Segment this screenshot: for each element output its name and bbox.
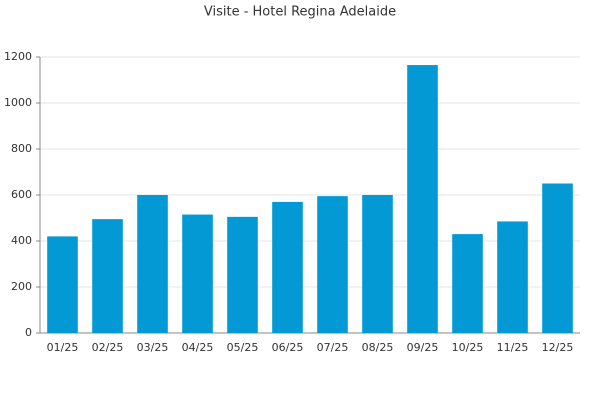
x-tick-label: 10/25 — [452, 341, 484, 354]
x-tick-label: 05/25 — [227, 341, 259, 354]
x-tick-label: 07/25 — [317, 341, 349, 354]
bar — [452, 234, 483, 333]
x-tick-label: 12/25 — [542, 341, 574, 354]
x-tick-label: 06/25 — [272, 341, 304, 354]
y-tick-label: 200 — [11, 280, 32, 293]
y-tick-label: 1000 — [4, 96, 32, 109]
x-tick-label: 04/25 — [182, 341, 214, 354]
bar — [92, 219, 123, 333]
bar — [182, 214, 213, 333]
bar — [542, 183, 573, 333]
y-tick-label: 600 — [11, 188, 32, 201]
bar — [137, 195, 168, 333]
bar — [47, 236, 78, 333]
x-tick-label: 08/25 — [362, 341, 394, 354]
bar — [272, 201, 303, 333]
bar — [362, 195, 393, 333]
x-tick-label: 03/25 — [137, 341, 169, 354]
y-tick-label: 0 — [25, 326, 32, 339]
y-tick-label: 800 — [11, 142, 32, 155]
x-tick-label: 01/25 — [47, 341, 79, 354]
x-tick-label: 02/25 — [92, 341, 124, 354]
x-tick-label: 09/25 — [407, 341, 439, 354]
y-tick-label: 400 — [11, 234, 32, 247]
chart-title: Visite - Hotel Regina Adelaide — [204, 5, 396, 20]
bar — [317, 196, 348, 333]
bar — [497, 221, 528, 333]
x-tick-label: 11/25 — [497, 341, 529, 354]
bar — [227, 216, 258, 333]
y-tick-label: 1200 — [4, 50, 32, 63]
bar — [407, 65, 438, 334]
